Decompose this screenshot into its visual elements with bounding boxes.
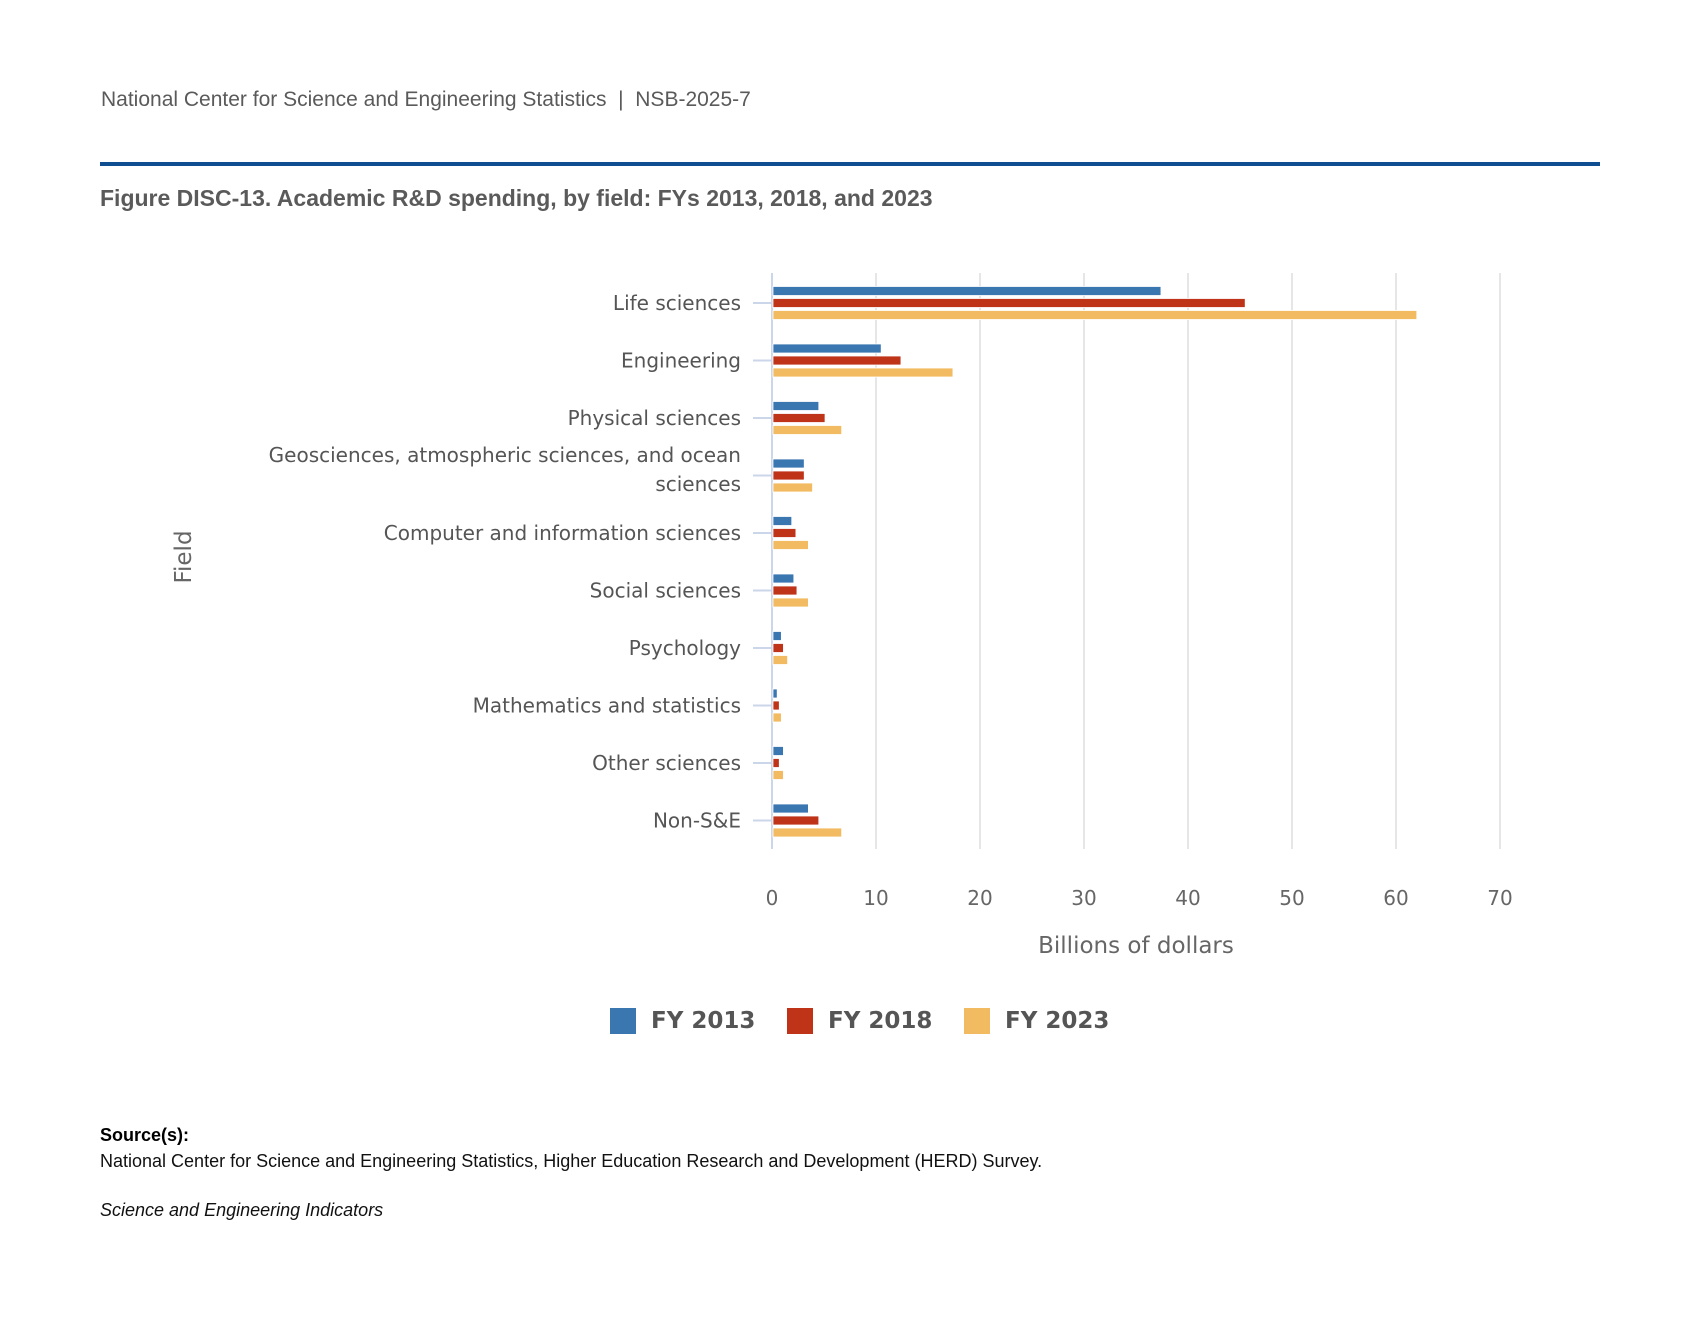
publication-note: Science and Engineering Indicators	[100, 1200, 384, 1220]
legend-label: FY 2023	[1005, 1008, 1110, 1034]
legend-label: FY 2013	[651, 1008, 756, 1034]
x-tick-label: 40	[1175, 886, 1200, 910]
x-axis-tick-labels: 0 10 20 30 40 50 60 70	[766, 886, 1513, 910]
gridlines	[771, 273, 1501, 849]
y-category-label: Life sciences	[613, 291, 741, 315]
y-category-label: Mathematics and statistics	[473, 694, 741, 718]
bar-fy-2013	[772, 343, 882, 354]
legend-item-fy-2018[interactable]: FY 2018	[787, 1006, 932, 1036]
bar-fy-2013	[772, 688, 778, 699]
y-axis-title: Field	[171, 530, 197, 583]
header-rule	[100, 162, 1600, 166]
bar-fy-2023	[772, 827, 843, 838]
y-category-label: Psychology	[629, 636, 741, 660]
bar-fy-2018	[772, 815, 820, 826]
bar-fy-2023	[772, 597, 809, 608]
x-axis-title: Billions of dollars	[1038, 933, 1234, 959]
bar-fy-2023	[772, 655, 789, 665]
bar-fy-2018	[772, 758, 780, 768]
legend-swatch	[964, 1008, 990, 1034]
legend-item-fy-2013[interactable]: FY 2013	[610, 1006, 755, 1036]
bar-fy-2018	[772, 700, 780, 711]
bar-fy-2018	[772, 355, 902, 366]
x-tick-label: 20	[967, 886, 992, 910]
y-category-label: Social sciences	[590, 579, 741, 603]
bar-fy-2023	[772, 712, 782, 723]
bar-fy-2023	[772, 482, 813, 493]
header-organization: National Center for Science and Engineer…	[101, 88, 607, 111]
header-line: National Center for Science and Engineer…	[101, 88, 751, 112]
legend-swatch	[787, 1008, 813, 1034]
y-category-label: Engineering	[621, 349, 741, 373]
y-category-label: Geosciences, atmospheric sciences, and o…	[269, 443, 741, 496]
x-tick-label: 0	[766, 886, 779, 910]
legend-label: FY 2018	[828, 1008, 933, 1034]
x-tick-label: 60	[1383, 886, 1408, 910]
source-heading: Source(s):	[100, 1125, 190, 1145]
bar-fy-2023	[772, 310, 1418, 320]
legend-item-fy-2023[interactable]: FY 2023	[964, 1006, 1109, 1036]
bar-fy-2013	[772, 516, 793, 526]
y-category-label: Other sciences	[592, 751, 741, 775]
header-separator: |	[618, 88, 624, 111]
x-tick-label: 30	[1071, 886, 1096, 910]
bar-chart: 0 10 20 30 40 50 60 70 Life sciences Engineering…	[171, 273, 1513, 959]
bar-fy-2018	[772, 528, 797, 538]
bar-fy-2023	[772, 425, 843, 435]
bar-fy-2013	[772, 458, 805, 469]
x-tick-label: 50	[1279, 886, 1304, 910]
bar-fy-2023	[772, 540, 809, 550]
y-axis-category-labels: Life sciences Engineering Physical science…	[269, 291, 741, 833]
figure-title: Figure DISC-13. Academic R&D spending, b…	[100, 185, 933, 211]
bars	[772, 286, 1418, 838]
bar-fy-2023	[772, 367, 954, 378]
bar-fy-2018	[772, 413, 826, 423]
y-category-label: Physical sciences	[568, 406, 741, 430]
bar-fy-2013	[772, 631, 782, 641]
header-report-id: NSB-2025-7	[635, 88, 751, 111]
bar-fy-2018	[772, 298, 1246, 308]
bar-fy-2013	[772, 746, 784, 756]
bar-fy-2018	[772, 470, 805, 481]
bar-fy-2023	[772, 770, 784, 780]
legend-swatch	[610, 1008, 636, 1034]
chart-legend: FY 2013 FY 2018 FY 2023	[0, 1006, 1699, 1042]
bar-fy-2013	[772, 803, 809, 814]
source-text: National Center for Science and Engineer…	[100, 1151, 1043, 1171]
bar-fy-2018	[772, 643, 784, 653]
x-tick-label: 10	[863, 886, 888, 910]
bar-fy-2013	[772, 573, 795, 584]
bar-fy-2013	[772, 286, 1162, 296]
bar-fy-2013	[772, 401, 820, 411]
x-tick-label: 70	[1487, 886, 1512, 910]
y-category-label: Computer and information sciences	[384, 521, 741, 545]
y-axis-ticks	[753, 302, 772, 822]
bar-fy-2018	[772, 585, 798, 596]
y-category-label: Non-S&E	[653, 809, 741, 833]
